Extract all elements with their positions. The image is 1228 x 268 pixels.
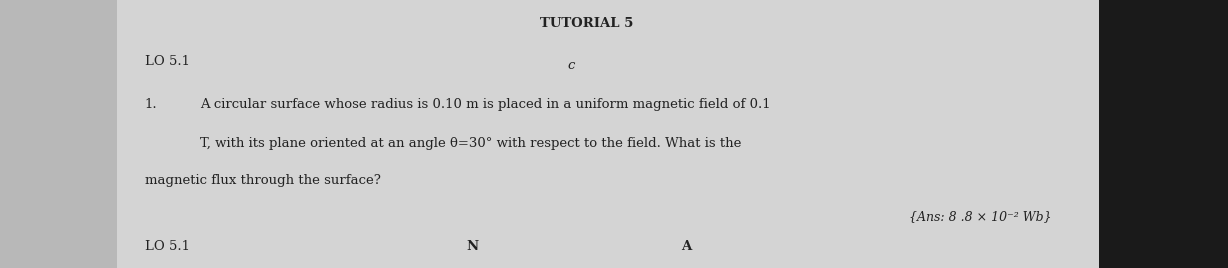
Text: LO 5.1: LO 5.1 — [145, 240, 190, 253]
Text: N: N — [467, 240, 479, 253]
Text: 1.: 1. — [145, 98, 157, 111]
Text: {Ans: 8 .8 × 10⁻² Wb}: {Ans: 8 .8 × 10⁻² Wb} — [909, 210, 1051, 224]
Bar — [1099, 0, 1228, 268]
Text: LO 5.1: LO 5.1 — [145, 55, 190, 68]
Text: TUTORIAL 5: TUTORIAL 5 — [540, 17, 634, 31]
Text: magnetic flux through the surface?: magnetic flux through the surface? — [145, 174, 381, 187]
FancyBboxPatch shape — [117, 0, 1099, 268]
Text: A: A — [682, 240, 691, 253]
Text: c: c — [567, 59, 575, 72]
Text: T, with its plane oriented at an angle θ=30° with respect to the field. What is : T, with its plane oriented at an angle θ… — [200, 137, 742, 150]
Text: A circular surface whose radius is 0.10 m is placed in a uniform magnetic field : A circular surface whose radius is 0.10 … — [200, 98, 771, 111]
